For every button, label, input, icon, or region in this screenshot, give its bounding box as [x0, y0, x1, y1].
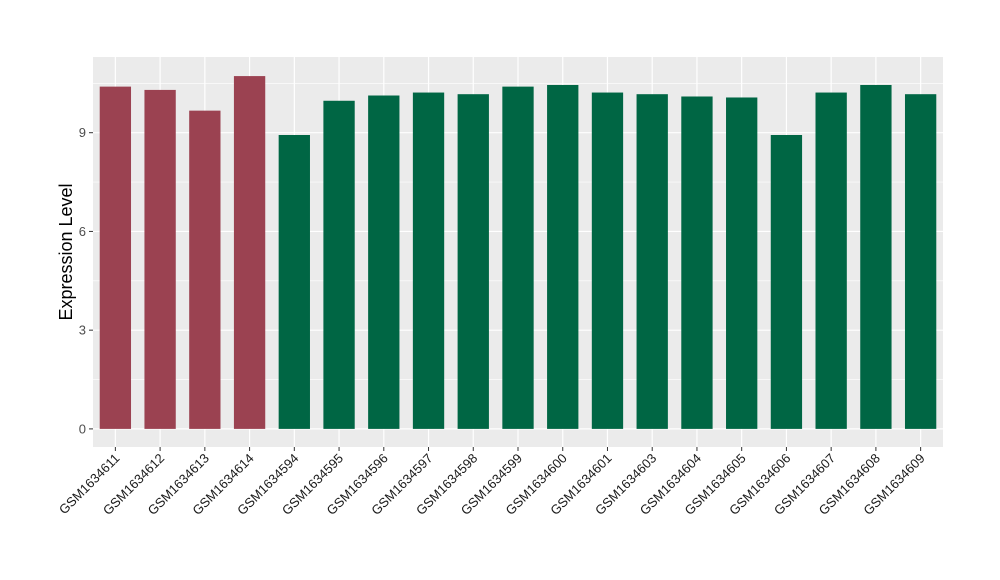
bar-GSM1634613: [189, 110, 221, 429]
bar-GSM1634611: [99, 86, 132, 429]
bar-GSM1634608: [860, 84, 892, 429]
bar-GSM1634605: [726, 97, 758, 429]
bar-GSM1634595: [323, 100, 355, 429]
bar-GSM1634603: [636, 94, 668, 429]
bar-GSM1634594: [278, 135, 310, 429]
bar-GSM1634614: [233, 76, 266, 429]
bar-GSM1634598: [457, 94, 489, 429]
y-tick-label: 3: [79, 323, 86, 338]
y-axis: 0 3 6 9: [79, 125, 93, 436]
bars: [99, 76, 937, 429]
y-axis-title: Expression Level: [56, 183, 76, 320]
bar-GSM1634609: [904, 94, 937, 429]
bar-GSM1634606: [770, 135, 803, 429]
bar-GSM1634607: [815, 92, 847, 429]
x-axis: GSM1634611GSM1634612GSM1634613GSM1634614…: [56, 447, 928, 518]
y-tick-label: 9: [79, 125, 86, 140]
bar-GSM1634604: [681, 96, 713, 429]
bar-GSM1634596: [368, 95, 400, 429]
bar-GSM1634599: [502, 86, 534, 429]
y-tick-label: 6: [79, 224, 86, 239]
bar-GSM1634597: [412, 92, 445, 429]
bar-GSM1634600: [547, 84, 579, 429]
bar-GSM1634601: [591, 92, 624, 429]
bar-GSM1634612: [144, 89, 176, 429]
y-tick-label: 0: [79, 421, 86, 436]
